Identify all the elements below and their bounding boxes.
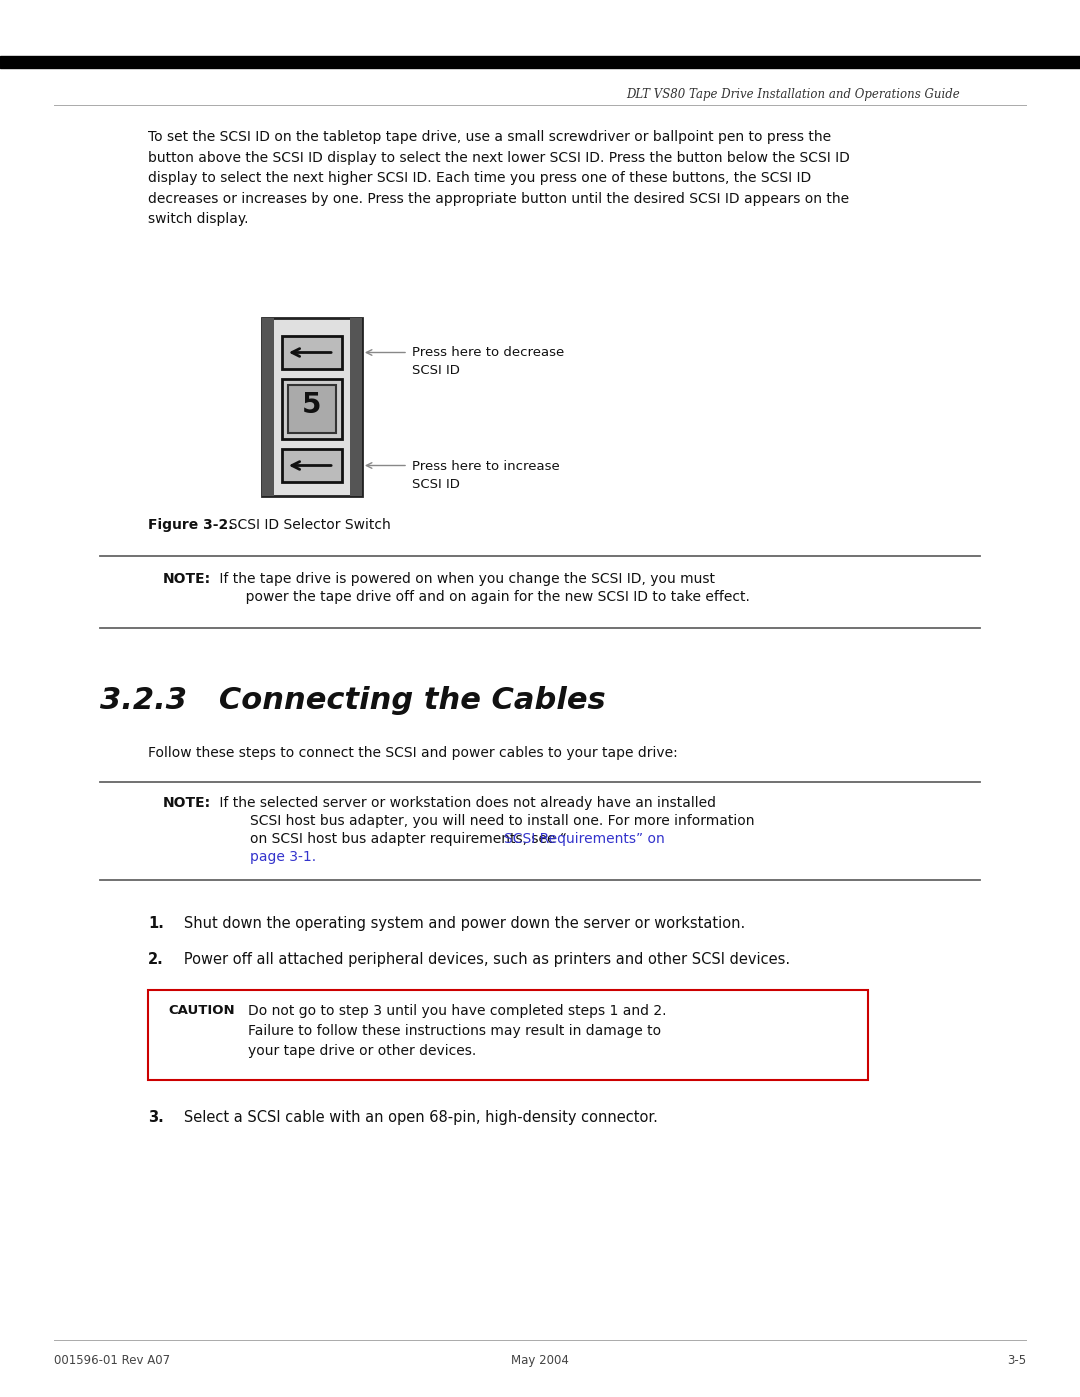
Bar <box>262 319 274 496</box>
Text: Do not go to step 3 until you have completed steps 1 and 2.: Do not go to step 3 until you have compl… <box>248 1004 666 1018</box>
Text: 5: 5 <box>302 391 322 419</box>
Bar <box>282 379 342 439</box>
Text: NOTE:: NOTE: <box>163 796 211 810</box>
Text: page 3-1.: page 3-1. <box>215 849 316 863</box>
Text: 1.: 1. <box>148 916 164 930</box>
Text: SCSI ID Selector Switch: SCSI ID Selector Switch <box>220 518 391 532</box>
Text: NOTE:: NOTE: <box>163 571 211 585</box>
Text: 001596-01 Rev A07: 001596-01 Rev A07 <box>54 1354 171 1368</box>
Text: SCSI Requirements” on: SCSI Requirements” on <box>503 833 664 847</box>
Bar <box>0 56 1080 68</box>
Bar <box>350 319 362 496</box>
Text: If the tape drive is powered on when you change the SCSI ID, you must: If the tape drive is powered on when you… <box>215 571 715 585</box>
Bar <box>262 319 362 496</box>
Text: on SCSI host bus adapter requirements, see “: on SCSI host bus adapter requirements, s… <box>215 833 567 847</box>
Text: DLT VS80 Tape Drive Installation and Operations Guide: DLT VS80 Tape Drive Installation and Ope… <box>626 88 960 101</box>
Text: 3.: 3. <box>148 1111 164 1125</box>
Bar <box>282 337 342 369</box>
Text: SCSI ID: SCSI ID <box>411 478 460 490</box>
Text: power the tape drive off and on again for the new SCSI ID to take effect.: power the tape drive off and on again fo… <box>215 590 750 604</box>
Text: Press here to decrease: Press here to decrease <box>411 346 564 359</box>
Bar <box>282 448 342 482</box>
Text: May 2004: May 2004 <box>511 1354 569 1368</box>
Bar <box>148 990 868 1080</box>
Text: your tape drive or other devices.: your tape drive or other devices. <box>248 1044 476 1058</box>
Text: 3.2.3   Connecting the Cables: 3.2.3 Connecting the Cables <box>100 686 606 715</box>
Text: SCSI ID: SCSI ID <box>411 365 460 377</box>
Text: Power off all attached peripheral devices, such as printers and other SCSI devic: Power off all attached peripheral device… <box>170 951 791 967</box>
Text: Failure to follow these instructions may result in damage to: Failure to follow these instructions may… <box>248 1024 661 1038</box>
Text: SCSI host bus adapter, you will need to install one. For more information: SCSI host bus adapter, you will need to … <box>215 814 755 828</box>
Text: If the selected server or workstation does not already have an installed: If the selected server or workstation do… <box>215 796 716 810</box>
Bar <box>288 386 336 433</box>
Text: Select a SCSI cable with an open 68-pin, high-density connector.: Select a SCSI cable with an open 68-pin,… <box>170 1111 658 1125</box>
Text: To set the SCSI ID on the tabletop tape drive, use a small screwdriver or ballpo: To set the SCSI ID on the tabletop tape … <box>148 130 850 226</box>
Text: 3-5: 3-5 <box>1007 1354 1026 1368</box>
Text: CAUTION: CAUTION <box>168 1004 234 1017</box>
Text: Figure 3-2.: Figure 3-2. <box>148 518 233 532</box>
Text: Press here to increase: Press here to increase <box>411 460 559 472</box>
Text: Shut down the operating system and power down the server or workstation.: Shut down the operating system and power… <box>170 916 745 930</box>
Text: Follow these steps to connect the SCSI and power cables to your tape drive:: Follow these steps to connect the SCSI a… <box>148 746 678 760</box>
Text: 2.: 2. <box>148 951 164 967</box>
